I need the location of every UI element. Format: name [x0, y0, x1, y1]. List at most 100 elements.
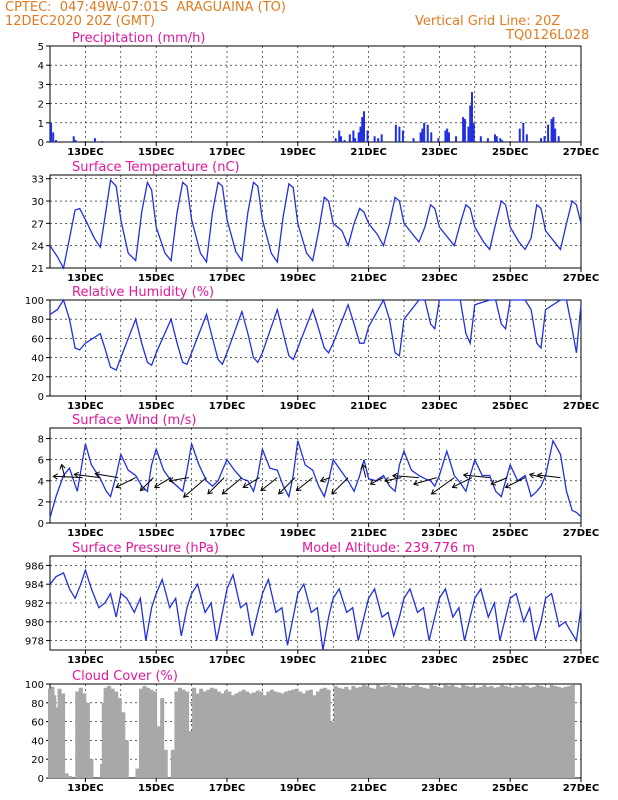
rh-panel	[46, 298, 582, 400]
precip-xtick-label: 27DEC	[563, 147, 599, 158]
wind-ytick-label: 2	[38, 498, 44, 509]
cloud-bar	[273, 691, 278, 778]
cloud-bar	[124, 740, 129, 778]
wind-xtick-label: 21DEC	[350, 528, 386, 539]
header-init-time: 12DEC2020 20Z (GMT)	[5, 14, 156, 29]
cloud-bar	[241, 689, 246, 778]
cloud-bar	[312, 695, 317, 778]
precip-title: Precipitation (mm/h)	[72, 31, 205, 46]
cloud-bar	[199, 688, 204, 778]
cloud-bar	[248, 693, 253, 778]
precip-ytick-label: 0	[38, 138, 44, 149]
cloud-bar	[461, 684, 466, 778]
precip-bar	[362, 111, 365, 142]
wind-vector	[154, 477, 172, 488]
wind-vector-head	[383, 477, 390, 484]
wind-vector-head	[490, 479, 497, 486]
cloud-bar	[107, 685, 112, 778]
wind-vector	[207, 477, 225, 495]
precip-bar	[352, 130, 355, 142]
rh-ytick-label: 40	[31, 354, 44, 365]
cloud-bar	[149, 689, 154, 778]
cloud-bar	[386, 684, 391, 778]
precip-bar	[380, 134, 383, 142]
wind-vector-head	[528, 472, 535, 479]
rh-xtick-label: 27DEC	[563, 401, 599, 412]
pres-xtick-label: 23DEC	[421, 655, 457, 666]
header-coords: 047:49W-07:01S	[59, 0, 169, 15]
cloud-bar	[369, 687, 374, 778]
cloud-bar	[160, 698, 165, 778]
cloud-bar	[408, 687, 413, 778]
cloud-bar	[542, 686, 547, 778]
wind-vector	[243, 477, 260, 488]
cloud-bar	[365, 685, 370, 778]
cloud-bar	[425, 688, 430, 778]
cloud-bar	[227, 691, 232, 778]
precip-xtick-label: 15DEC	[138, 147, 174, 158]
precip-bar	[343, 140, 346, 142]
cloud-bar	[383, 685, 388, 778]
pres-panel	[46, 555, 582, 654]
cloud-title: Cloud Cover (%)	[72, 669, 178, 684]
rh-xtick-label: 13DEC	[67, 401, 103, 412]
wind-vector	[537, 474, 561, 479]
wind-vector	[452, 477, 473, 488]
wind-vector	[320, 477, 331, 482]
wind-vector-head	[331, 488, 337, 495]
cloud-bar	[202, 691, 207, 778]
pres-title: Surface Pressure (hPa)	[72, 541, 219, 556]
cloud-bar	[492, 687, 497, 778]
cloud-bar	[156, 726, 161, 778]
precip-bar	[437, 138, 440, 142]
cloud-bar	[358, 686, 363, 778]
cloud-bar	[213, 688, 218, 778]
cloud-bar	[231, 695, 236, 778]
cloud-bar	[333, 685, 338, 778]
cloud-bar	[471, 685, 476, 778]
precip-xtick-label: 21DEC	[350, 147, 386, 158]
wind-vector-head	[168, 477, 175, 484]
cloud-bar	[305, 690, 310, 778]
precip-xtick-label: 17DEC	[209, 147, 245, 158]
wind-vector	[505, 477, 526, 488]
cloud-bar	[379, 686, 384, 778]
precip-bar	[479, 136, 482, 142]
cloud-bar	[489, 685, 494, 778]
precip-bar	[499, 138, 502, 142]
cloud-bar	[220, 693, 225, 778]
cloud-bar	[422, 687, 427, 778]
temp-ytick-label: 21	[31, 264, 44, 275]
cloud-xtick-label: 13DEC	[67, 783, 103, 794]
cloud-bar	[85, 702, 90, 778]
cloud-bar	[103, 687, 108, 778]
temp-ytick-label: 33	[31, 175, 44, 186]
wind-vector	[61, 464, 66, 478]
wind-vector	[222, 477, 243, 495]
pres-xtick-label: 25DEC	[492, 655, 528, 666]
cloud-bar	[454, 686, 459, 778]
cloud-bar	[188, 731, 193, 778]
cloud-bar	[216, 691, 221, 778]
cloud-ytick-label: 100	[25, 680, 44, 691]
cloud-bar	[397, 684, 402, 778]
temp-xtick-label: 23DEC	[421, 273, 457, 284]
pres-xtick-label: 19DEC	[280, 655, 316, 666]
cloud-bar	[415, 684, 420, 778]
wind-ytick-label: 0	[38, 519, 44, 530]
precip-bar	[401, 130, 404, 142]
cloud-bar	[308, 689, 313, 778]
precip-bar	[430, 132, 433, 142]
cloud-bar	[538, 685, 543, 778]
pres-ytick-label: 978	[25, 637, 44, 648]
wind-vector-head	[59, 463, 66, 470]
precip-ytick-label: 5	[38, 42, 44, 53]
cloud-bar	[439, 687, 444, 778]
temp-ytick-label: 27	[31, 219, 44, 230]
rh-ytick-label: 80	[31, 315, 44, 326]
cloud-bar	[450, 684, 455, 778]
cloud-bar	[500, 684, 505, 778]
precip-bar	[462, 117, 465, 142]
cloud-bar	[110, 688, 115, 778]
wind-frame	[49, 427, 582, 524]
